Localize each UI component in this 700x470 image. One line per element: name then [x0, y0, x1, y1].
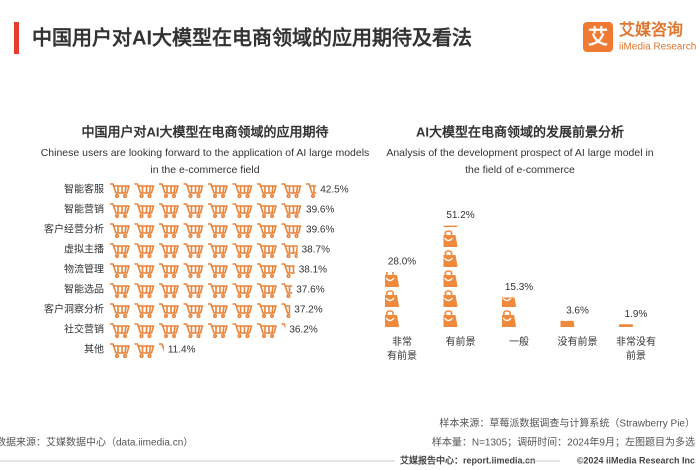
value-label: 38.7%: [302, 245, 330, 256]
category-label: 有前景: [445, 337, 476, 348]
bar: [108, 300, 291, 320]
bar: [108, 240, 298, 260]
category-label: 社交营销: [64, 323, 104, 336]
right-subtitle: Analysis of the development prospect of …: [386, 147, 654, 176]
value-label: 38.1%: [299, 265, 327, 276]
column: [502, 297, 536, 328]
report-center: 艾媒报告中心：report.iimedia.cn: [400, 454, 536, 465]
category-label: 虚拟主播: [64, 243, 104, 256]
category-label: 非常 有前景: [387, 337, 417, 362]
column: [560, 320, 595, 328]
sample-size: 样本量：N=1305；调研时间：2024年9月；左图题目为多选: [432, 436, 695, 449]
category-label: 物流管理: [64, 263, 104, 276]
bar: [108, 200, 303, 220]
value-label: 37.6%: [296, 285, 324, 296]
value-label: 28.0%: [388, 257, 416, 268]
category-label: 其他: [84, 343, 104, 356]
category-label: 没有前景: [557, 337, 598, 348]
left-title: 中国用户对AI大模型在电商领域的应用期待: [81, 124, 328, 139]
value-label: 42.5%: [320, 185, 348, 196]
left-subtitle: Chinese users are looking forward to the…: [40, 147, 370, 176]
right-subtitle-box: Analysis of the development prospect of …: [386, 147, 654, 176]
logo-box: [583, 22, 613, 52]
data-source: 数据来源：艾媒数据中心（data.iimedia.cn）: [0, 436, 193, 449]
bar: [108, 220, 303, 240]
value-label: 36.2%: [289, 325, 317, 336]
logo-cn: 艾媒咨询: [619, 20, 683, 39]
category-label: 智能选品: [64, 283, 104, 296]
bar: [108, 260, 295, 280]
value-label: 39.6%: [306, 205, 334, 216]
column: [385, 272, 419, 328]
value-label: 3.6%: [566, 305, 589, 316]
left-subtitle-box: Chinese users are looking forward to the…: [40, 147, 370, 176]
column: [619, 324, 653, 328]
bar: [108, 320, 286, 340]
category-label: 非常没有 前景: [616, 337, 656, 362]
logo-mark: 艾: [588, 25, 608, 48]
column: [443, 225, 478, 328]
copyright: ©2024 iiMedia Research Inc: [577, 455, 695, 465]
value-label: 39.6%: [306, 225, 334, 236]
category-label: 智能营销: [64, 203, 104, 216]
right-title: AI大模型在电商领域的发展前景分析: [416, 124, 624, 139]
value-label: 1.9%: [625, 309, 648, 320]
value-label: 15.3%: [505, 282, 533, 293]
page-title: 中国用户对AI大模型在电商领域的应用期待及看法: [32, 25, 472, 49]
value-label: 37.2%: [294, 305, 322, 316]
bar: [108, 280, 293, 300]
title-accent: [14, 22, 19, 54]
category-label: 客户经营分析: [44, 223, 104, 236]
category-label: 智能客服: [64, 183, 104, 196]
value-label: 51.2%: [446, 210, 474, 221]
category-label: 一般: [509, 337, 529, 348]
bar: [108, 340, 164, 360]
sample-source: 样本来源：草莓派数据调查与计算系统（Strawberry Pie）: [439, 417, 695, 430]
logo-en: iiMedia Research: [619, 42, 696, 53]
value-label: 11.4%: [168, 345, 196, 356]
bar: [108, 180, 317, 200]
category-label: 客户洞察分析: [44, 303, 104, 316]
